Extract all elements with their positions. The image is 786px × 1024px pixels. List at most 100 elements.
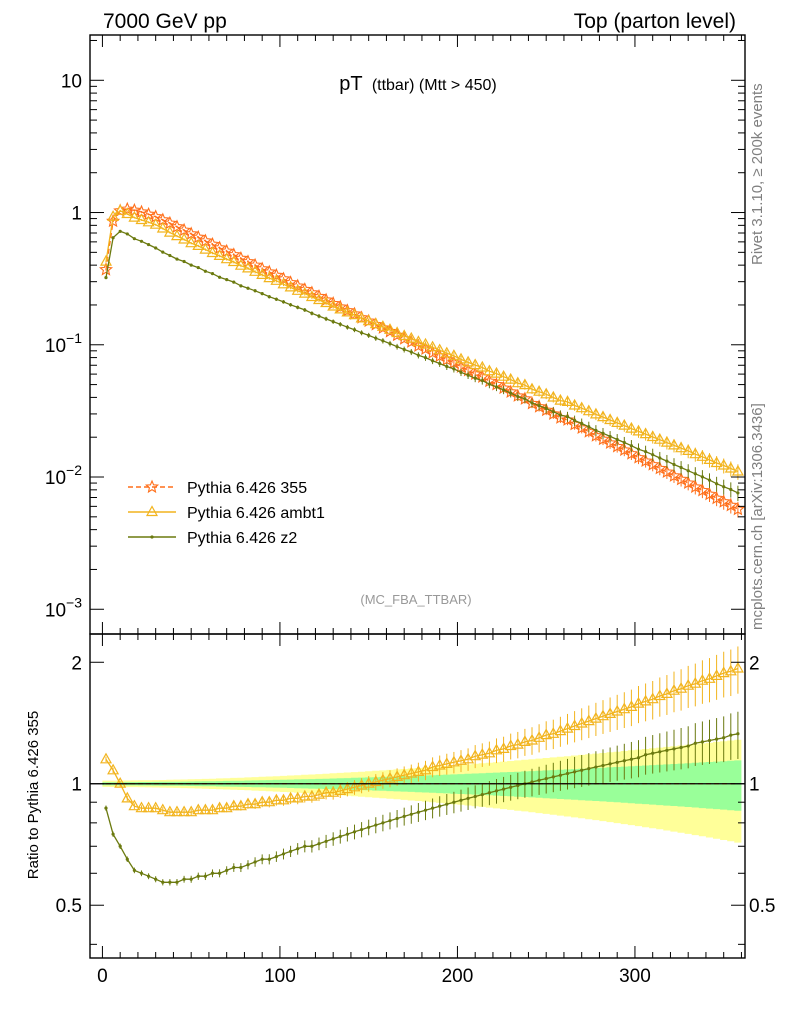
data-point [473,376,477,380]
data-point [359,331,364,335]
legend: Pythia 6.426 355 Pythia 6.426 ambt1 Pythia… [128,479,325,547]
ratio-point [203,874,207,878]
legend-marker [145,505,159,517]
data-point [624,446,639,460]
ratio-point [615,760,619,764]
ratio-point [714,737,719,741]
data-point [185,236,198,248]
ratio-point [234,799,247,811]
data-point [615,437,619,442]
data-point [666,468,682,482]
ratio-point [298,789,311,801]
data-point [125,232,129,236]
data-point [659,464,674,479]
data-point [270,274,283,285]
data-point [433,343,446,355]
data-point [551,410,555,414]
data-point [367,333,371,337]
data-point [700,475,704,479]
ratio-point [402,814,406,819]
ratio-point [480,792,484,797]
data-point [603,435,618,449]
ratio-point [544,776,548,781]
data-point [291,284,304,295]
data-point [469,358,482,370]
data-point [120,201,135,216]
data-point [588,428,603,442]
data-point [310,311,314,315]
ratio-point [225,868,229,872]
data-point [509,391,513,395]
data-point [447,349,460,360]
data-point [544,406,548,411]
ratio-point [199,803,212,815]
data-point [327,299,340,311]
data-point [362,314,375,326]
data-point [490,366,503,378]
data-point [689,447,702,459]
ratio-point [217,871,222,875]
data-point [459,370,463,374]
data-point [281,300,286,304]
ratio-point [459,798,463,802]
ratio-point [636,756,641,760]
data-point [369,317,382,329]
data-point [716,494,731,508]
ratio-point [277,793,290,805]
ratio-point [327,785,340,797]
data-point [452,367,456,371]
ratio-point [334,784,347,796]
ratio-point [575,716,588,728]
data-point [611,416,624,427]
data-point [419,337,432,349]
data-point [227,255,240,267]
data-point [709,490,724,505]
ratio-point [374,823,378,827]
ratio-point [192,803,205,815]
x-tick-label: 300 [619,966,651,987]
ratio-point [260,857,264,861]
data-point [639,427,652,439]
data-point [146,242,151,247]
series-3 [104,229,740,886]
ratio-point [501,787,506,791]
ratio-point [594,765,598,769]
data-point [206,246,219,258]
data-point [454,352,468,364]
data-point [320,296,333,308]
ratio-y-tick-label-right: 0.5 [749,896,775,917]
data-point [653,432,666,444]
ratio-point [168,880,172,884]
data-point [178,232,191,244]
data-point [239,284,243,288]
ratio-point [440,757,453,769]
ratio-y-tick-label: 1 [71,775,82,796]
ratio-point [267,857,271,861]
data-point [476,360,489,372]
data-point [518,378,531,390]
data-point [135,213,148,225]
data-point [667,438,681,450]
data-point [324,317,328,321]
ratio-point [367,825,371,829]
ratio-point [405,766,418,778]
series-layer [98,201,745,886]
data-point [646,430,659,442]
ratio-point [632,696,645,708]
data-point [629,444,633,448]
data-point [702,486,717,501]
ratio-point [473,794,477,799]
data-point [241,261,255,273]
data-point [707,478,712,482]
ratio-point [256,795,269,807]
data-point [688,479,703,494]
data-point [560,412,575,426]
data-point [248,257,263,272]
ratio-point [551,775,555,779]
ratio-point [317,842,321,846]
data-point [466,373,470,377]
ratio-point [391,770,404,782]
plot-title: pT (ttbar) (Mtt > 450) [339,73,496,95]
ratio-point [312,787,326,799]
data-point [426,340,439,352]
